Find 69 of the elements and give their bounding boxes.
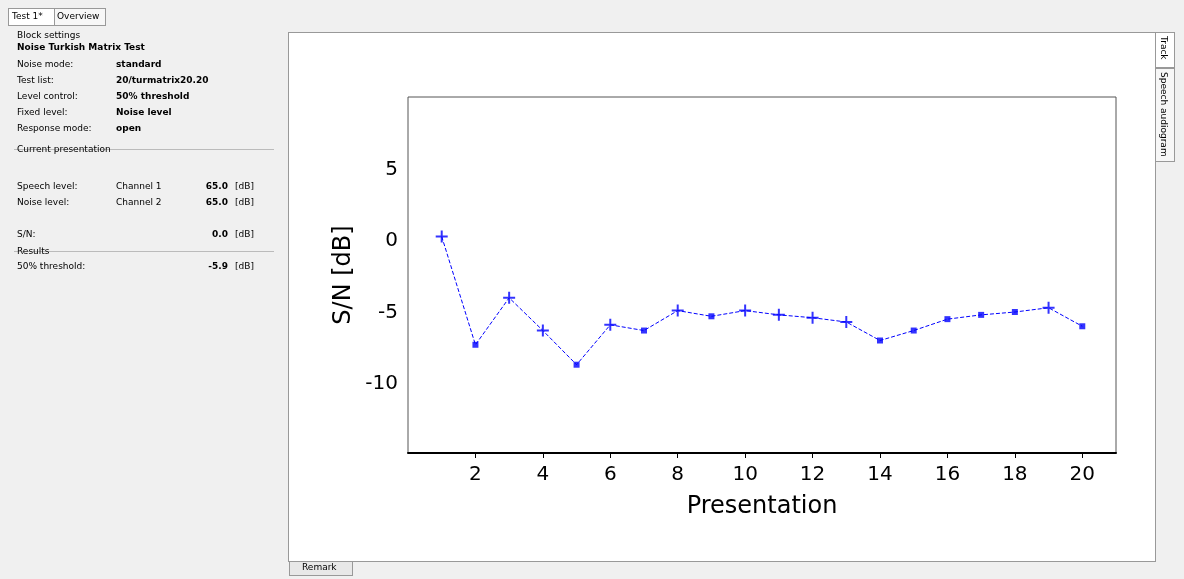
y-axis-title: S/N [dB] [328,225,357,325]
point [573,361,580,368]
point [641,327,647,334]
text: Test list: [17,75,54,86]
point [1011,309,1018,316]
x-tick-label: 16 [934,461,961,485]
x-tick-label: 6 [603,461,617,485]
x-tick-label: 20 [1069,461,1096,485]
text: 0.0 [212,229,228,240]
point [771,307,786,322]
text: Channel 2 [116,197,162,208]
text: Speech level: [17,181,78,192]
point [670,303,685,318]
text: 50% threshold [116,91,190,102]
point [1041,300,1056,315]
point [535,323,550,338]
text: Results [17,246,50,257]
point [978,311,985,318]
point [1079,323,1086,330]
point [910,327,917,334]
point [502,290,517,305]
y-tick-label: -10 [365,369,398,394]
x-tick-label: 2 [469,461,482,485]
point [944,316,951,323]
text: open [116,123,142,134]
text: Test 1* [12,11,43,22]
text: Noise level [116,107,172,118]
text: Noise mode: [17,59,74,70]
text: [dB] [235,197,254,208]
text: 50% threshold: [17,261,86,272]
text: -5.9 [208,261,228,272]
point [805,310,820,325]
text: S/N: [17,229,36,240]
x-tick-label: 10 [732,461,758,485]
text: Remark [302,562,337,573]
text: [dB] [235,229,254,240]
text: Overview [57,11,100,22]
point [738,303,753,318]
x-axis-title: Presentation [686,491,838,519]
text: Channel 1 [116,181,162,192]
y-tick-label: 0 [385,227,398,252]
text: 65.0 [205,197,228,208]
point [434,229,449,244]
point [877,337,883,344]
point [839,314,854,329]
text: standard [116,59,162,70]
x-tick-label: 12 [799,461,826,485]
text: Speech audiogram [1159,72,1169,157]
x-tick-label: 8 [671,461,685,485]
text: Block settings [17,30,81,41]
point [708,313,715,320]
text: Response mode: [17,123,92,134]
y-tick-label: 5 [385,156,398,181]
text: Noise Turkish Matrix Test [17,42,145,53]
text: 20/turmatrix20.20 [116,75,209,86]
text: Current presentation [17,144,111,155]
text: Track [1159,36,1169,60]
point [472,341,479,348]
point [603,317,618,332]
text: Noise level: [17,197,70,208]
text: Level control: [17,91,78,102]
text: Fixed level: [17,107,68,118]
x-tick-label: 18 [1002,461,1028,485]
text: 65.0 [205,181,228,192]
text: [dB] [235,261,254,272]
x-tick-label: 14 [867,461,893,485]
text: [dB] [235,181,254,192]
x-tick-label: 4 [536,461,550,485]
y-tick-label: -5 [378,298,398,323]
